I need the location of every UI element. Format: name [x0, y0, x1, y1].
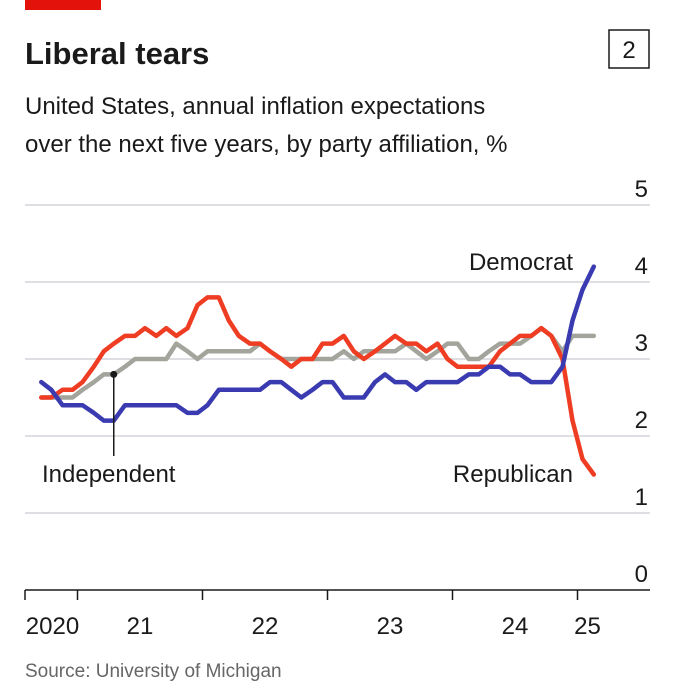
y-tick-label: 0: [635, 561, 648, 588]
series-label: Independent: [42, 461, 176, 488]
subtitle: United States, annual inflation expectat…: [25, 93, 485, 120]
y-tick-label: 1: [635, 484, 648, 511]
x-tick-label: 25: [574, 613, 601, 640]
annotation-dot: [110, 370, 118, 378]
x-tick-label: 2020: [26, 613, 79, 640]
x-tick-label: 21: [127, 613, 154, 640]
series-line: [39, 295, 597, 477]
y-tick-label: 5: [635, 176, 648, 203]
x-tick-label: 24: [502, 613, 529, 640]
badge-box: [608, 29, 650, 69]
badge: 2: [622, 37, 635, 64]
x-tick-label: 22: [252, 613, 279, 640]
series-label: Democrat: [469, 249, 573, 276]
y-tick-label: 3: [635, 330, 648, 357]
accent-bar: [25, 0, 101, 10]
subtitle: over the next five years, by party affil…: [25, 131, 507, 158]
series-line: [39, 264, 597, 423]
series-line: [39, 325, 597, 400]
chart-title: Liberal tears: [25, 36, 209, 71]
y-tick-label: 4: [635, 253, 648, 280]
y-tick-label: 2: [635, 407, 648, 434]
x-tick-label: 23: [377, 613, 404, 640]
series-label: Republican: [453, 461, 573, 488]
source: Source: University of Michigan: [25, 661, 282, 682]
